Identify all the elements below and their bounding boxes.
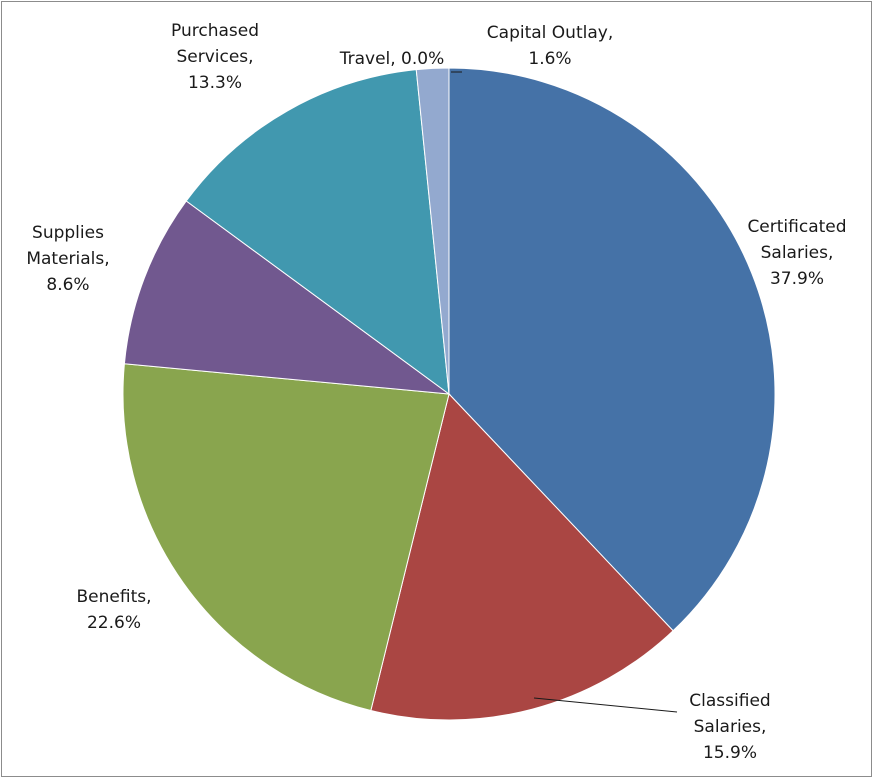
data-label-travel: Travel, 0.0% bbox=[339, 49, 445, 69]
data-labels: Certificated Salaries, 37.9% Classified Sala… bbox=[26, 21, 846, 763]
data-label-benefits: Benefits, 22.6% bbox=[77, 587, 152, 633]
data-label-certificated-salaries: Certificated Salaries, 37.9% bbox=[747, 217, 846, 289]
pie-slice-capital-outlay bbox=[415, 67, 450, 395]
data-label-capital-outlay: Capital Outlay, 1.6% bbox=[487, 23, 613, 69]
pie-slice-benefits bbox=[122, 363, 450, 712]
data-label-supplies-materials: Supplies Materials, 8.6% bbox=[26, 223, 109, 295]
data-label-classified-salaries: Classified Salaries, 15.9% bbox=[689, 691, 770, 763]
data-label-purchased-services: Purchased Services, 13.3% bbox=[171, 21, 259, 93]
leader-lines bbox=[451, 71, 678, 713]
leader-line-classified-salaries bbox=[533, 697, 678, 713]
pie-slice-certificated-salaries bbox=[448, 67, 776, 632]
pie-slice-classified-salaries bbox=[370, 392, 674, 721]
pie-slice-supplies-materials bbox=[123, 200, 451, 395]
pie-slices bbox=[122, 67, 776, 721]
pie-slice-purchased-services bbox=[185, 69, 450, 396]
